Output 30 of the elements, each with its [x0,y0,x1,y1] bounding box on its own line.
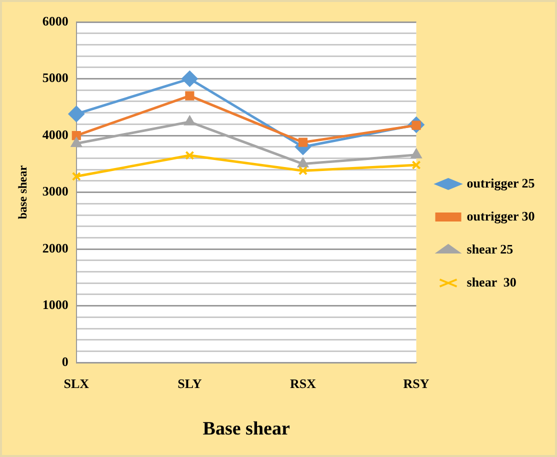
x-axis-title: Base shear [202,418,290,440]
x-tick-label: RSX [290,376,317,391]
y-tick-label: 3000 [42,184,68,199]
y-tick-label: 6000 [42,13,68,28]
y-tick-label: 2000 [42,240,68,256]
point [298,158,308,168]
point [68,106,84,122]
legend-label: shear 25 [466,241,514,256]
point [298,166,308,176]
legend-label: shear 30 [466,274,516,290]
y-tick-label: 4000 [42,126,68,142]
y-tick-label: 0 [62,354,68,369]
point [298,138,308,147]
y-tick-label: 1000 [42,297,68,312]
legend-label: outrigger 30 [466,208,535,224]
point [182,70,198,87]
point [410,148,422,158]
y-tick-label: 5000 [42,70,68,86]
point [72,172,81,181]
x-tick-label: RSY [403,376,430,391]
point [184,116,196,126]
y-axis-title: base shear [15,164,30,220]
legend-label: outrigger 25 [466,175,536,190]
point [412,160,421,170]
point [71,137,82,147]
point [72,131,81,140]
point [185,91,194,100]
x-tick-label: SLY [178,376,202,391]
point [185,150,194,160]
x-tick-label: SLX [64,376,90,391]
